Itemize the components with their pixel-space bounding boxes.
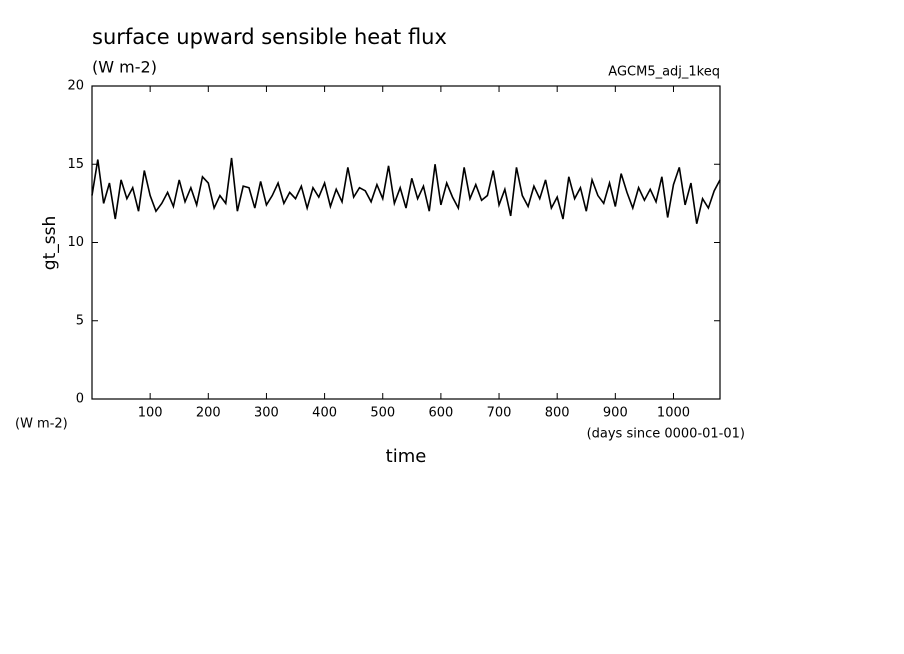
x-tick-label: 900: [603, 406, 628, 421]
x-tick-label: 500: [370, 406, 395, 421]
y-unit: (W m-2): [15, 417, 68, 432]
x-tick-label: 700: [487, 406, 512, 421]
x-tick-label: 600: [428, 406, 453, 421]
x-tick-label: 300: [254, 406, 279, 421]
annotation: AGCM5_adj_1keq: [608, 65, 720, 80]
x-tick-label: 100: [138, 406, 163, 421]
x-tick-label: 800: [545, 406, 570, 421]
x-tick-label: 200: [196, 406, 221, 421]
chart-title: surface upward sensible heat flux: [92, 25, 447, 49]
y-tick-label: 15: [67, 157, 84, 172]
series-line: [91, 157, 721, 224]
y-tick-label: 5: [76, 313, 84, 328]
x-unit: (days since 0000-01-01): [587, 427, 745, 442]
plot-frame: [91, 85, 721, 400]
y-axis-label: gt_ssh: [40, 216, 60, 270]
x-tick-label: 1000: [657, 406, 690, 421]
chart-subtitle: (W m-2): [92, 58, 157, 77]
x-axis-label: time: [386, 446, 427, 467]
x-tick-label: 400: [312, 406, 337, 421]
y-tick-label: 10: [67, 235, 84, 250]
y-tick-label: 0: [76, 392, 84, 407]
y-tick-label: 20: [67, 79, 84, 94]
